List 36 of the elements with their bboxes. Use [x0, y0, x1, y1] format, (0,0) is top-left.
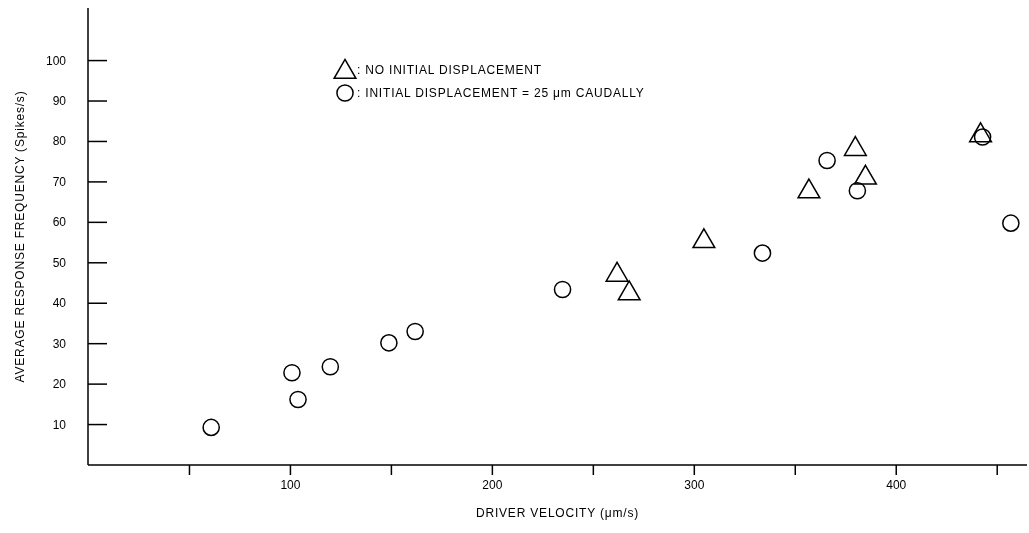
x-axis-title: DRIVER VELOCITY (μm/s): [476, 506, 639, 520]
y-tick-label: 20: [52, 377, 67, 392]
x-tick-label: 400: [886, 478, 907, 493]
y-tick-label: 100: [45, 53, 67, 68]
point: [202, 418, 220, 437]
y-tick-label: 40: [52, 296, 67, 311]
point: [797, 178, 821, 199]
point: [848, 181, 867, 200]
point: [553, 280, 572, 299]
x-tick-label: 300: [684, 478, 705, 493]
legend-label: : NO INITIAL DISPLACEMENT: [357, 63, 542, 77]
point: [843, 135, 867, 157]
point: [406, 322, 424, 341]
y-tick-label: 60: [52, 215, 67, 230]
point: [283, 363, 301, 382]
point: [753, 244, 772, 262]
point: [289, 390, 307, 409]
y-tick-label: 50: [52, 255, 67, 270]
point: [853, 164, 878, 185]
point: [692, 228, 716, 249]
point: [968, 122, 993, 143]
y-tick-label: 70: [52, 174, 67, 189]
y-tick-label: 30: [52, 336, 67, 351]
point: [1002, 214, 1020, 232]
point: [605, 261, 629, 282]
y-tick-label: 90: [52, 94, 67, 109]
point: [617, 280, 641, 301]
y-tick-label: 10: [52, 417, 67, 432]
legend-label: : INITIAL DISPLACEMENT = 25 μm CAUDALLY: [357, 86, 645, 100]
x-tick-label: 200: [482, 478, 503, 493]
y-axis-title: AVERAGE RESPONSE FREQUENCY (Spikes/s): [13, 90, 27, 383]
point: [818, 151, 836, 170]
point: [321, 357, 340, 376]
y-tick-label: 80: [52, 134, 67, 149]
x-tick-label: 100: [280, 478, 301, 493]
point: [380, 334, 398, 352]
